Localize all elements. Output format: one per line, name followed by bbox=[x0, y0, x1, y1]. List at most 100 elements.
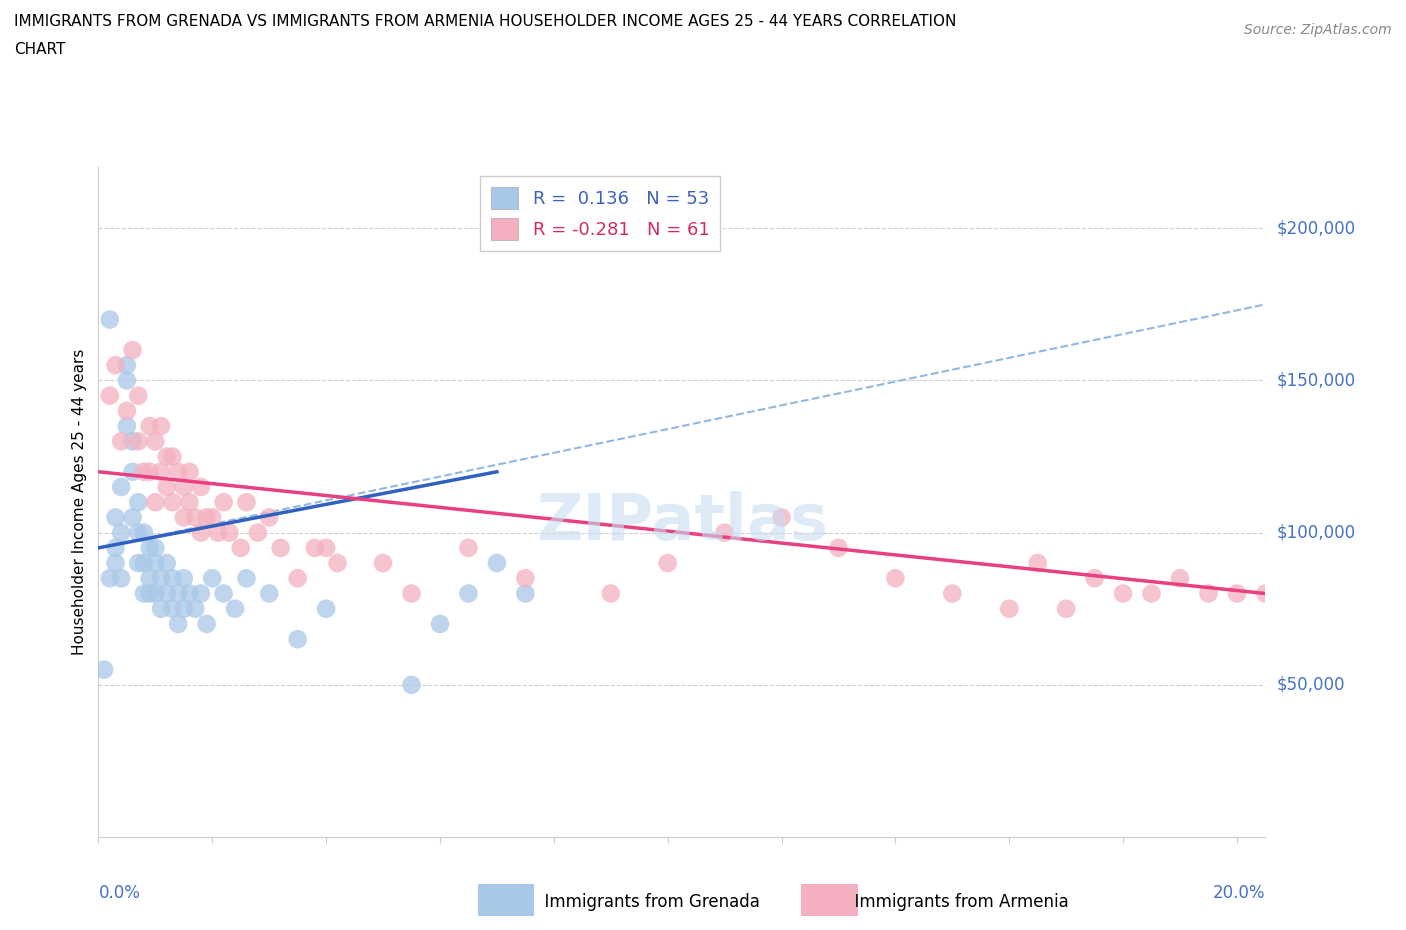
Point bbox=[235, 495, 257, 510]
Point bbox=[150, 418, 173, 433]
Point bbox=[1226, 586, 1249, 601]
Point bbox=[429, 617, 451, 631]
Point bbox=[150, 464, 173, 479]
Point bbox=[115, 358, 138, 373]
Point bbox=[229, 540, 252, 555]
Point bbox=[190, 480, 212, 495]
Point bbox=[207, 525, 229, 540]
Point bbox=[1112, 586, 1135, 601]
Text: 0.0%: 0.0% bbox=[98, 884, 141, 902]
Point bbox=[104, 510, 127, 525]
Point bbox=[371, 555, 394, 570]
Point bbox=[998, 602, 1021, 617]
Text: $100,000: $100,000 bbox=[1277, 524, 1357, 541]
Point bbox=[162, 449, 184, 464]
Text: Immigrants from Grenada: Immigrants from Grenada bbox=[534, 893, 761, 911]
Point bbox=[201, 571, 224, 586]
Point bbox=[121, 510, 143, 525]
Point bbox=[287, 631, 309, 646]
Point bbox=[212, 495, 235, 510]
Point bbox=[162, 571, 184, 586]
Point bbox=[515, 586, 537, 601]
Text: Immigrants from Armenia: Immigrants from Armenia bbox=[844, 893, 1069, 911]
Point bbox=[150, 571, 173, 586]
Point bbox=[184, 602, 207, 617]
Point bbox=[1140, 586, 1163, 601]
Point bbox=[121, 434, 143, 449]
Point bbox=[98, 571, 121, 586]
Point bbox=[121, 342, 143, 357]
Legend: R =  0.136   N = 53, R = -0.281   N = 61: R = 0.136 N = 53, R = -0.281 N = 61 bbox=[481, 177, 720, 251]
Point bbox=[304, 540, 326, 555]
Point bbox=[1198, 586, 1220, 601]
Point bbox=[115, 404, 138, 418]
Point bbox=[235, 571, 257, 586]
Point bbox=[173, 510, 195, 525]
Point bbox=[110, 434, 132, 449]
Point bbox=[827, 540, 849, 555]
Text: $200,000: $200,000 bbox=[1277, 219, 1357, 237]
Point bbox=[132, 586, 155, 601]
Point bbox=[326, 555, 349, 570]
Text: 20.0%: 20.0% bbox=[1213, 884, 1265, 902]
Point bbox=[1084, 571, 1107, 586]
Point bbox=[143, 495, 166, 510]
Point bbox=[173, 602, 195, 617]
Point bbox=[401, 677, 423, 692]
Point bbox=[138, 418, 160, 433]
Point bbox=[115, 418, 138, 433]
Point bbox=[127, 434, 149, 449]
Point bbox=[457, 540, 479, 555]
Point bbox=[179, 495, 201, 510]
Point bbox=[127, 495, 149, 510]
Point bbox=[201, 510, 224, 525]
Point bbox=[138, 586, 160, 601]
Text: CHART: CHART bbox=[14, 42, 66, 57]
Point bbox=[127, 525, 149, 540]
Point bbox=[315, 540, 337, 555]
Point bbox=[1054, 602, 1077, 617]
Point bbox=[270, 540, 292, 555]
Point bbox=[143, 434, 166, 449]
Point bbox=[138, 540, 160, 555]
Point bbox=[173, 480, 195, 495]
Point bbox=[1026, 555, 1049, 570]
Point bbox=[287, 571, 309, 586]
Point bbox=[485, 555, 508, 570]
Point bbox=[195, 617, 218, 631]
Point bbox=[770, 510, 793, 525]
Point bbox=[150, 602, 173, 617]
Point bbox=[156, 480, 179, 495]
Text: $50,000: $50,000 bbox=[1277, 676, 1346, 694]
Point bbox=[127, 555, 149, 570]
Point bbox=[713, 525, 735, 540]
Point bbox=[162, 495, 184, 510]
Point bbox=[132, 555, 155, 570]
Point bbox=[195, 510, 218, 525]
Point bbox=[190, 525, 212, 540]
Point bbox=[156, 555, 179, 570]
Point bbox=[104, 358, 127, 373]
Point bbox=[246, 525, 269, 540]
Text: IMMIGRANTS FROM GRENADA VS IMMIGRANTS FROM ARMENIA HOUSEHOLDER INCOME AGES 25 - : IMMIGRANTS FROM GRENADA VS IMMIGRANTS FR… bbox=[14, 14, 956, 29]
Point bbox=[257, 510, 280, 525]
Point bbox=[515, 571, 537, 586]
Point bbox=[132, 525, 155, 540]
Point bbox=[104, 540, 127, 555]
Point bbox=[143, 555, 166, 570]
Point bbox=[138, 571, 160, 586]
Point bbox=[143, 586, 166, 601]
Point bbox=[212, 586, 235, 601]
Point bbox=[173, 571, 195, 586]
Point bbox=[1254, 586, 1277, 601]
Point bbox=[941, 586, 963, 601]
Point bbox=[167, 617, 190, 631]
Y-axis label: Householder Income Ages 25 - 44 years: Householder Income Ages 25 - 44 years bbox=[72, 349, 87, 656]
Point bbox=[167, 464, 190, 479]
Point bbox=[98, 312, 121, 327]
Point bbox=[179, 586, 201, 601]
Point bbox=[657, 555, 679, 570]
Point bbox=[884, 571, 907, 586]
Point bbox=[224, 602, 246, 617]
Point bbox=[315, 602, 337, 617]
